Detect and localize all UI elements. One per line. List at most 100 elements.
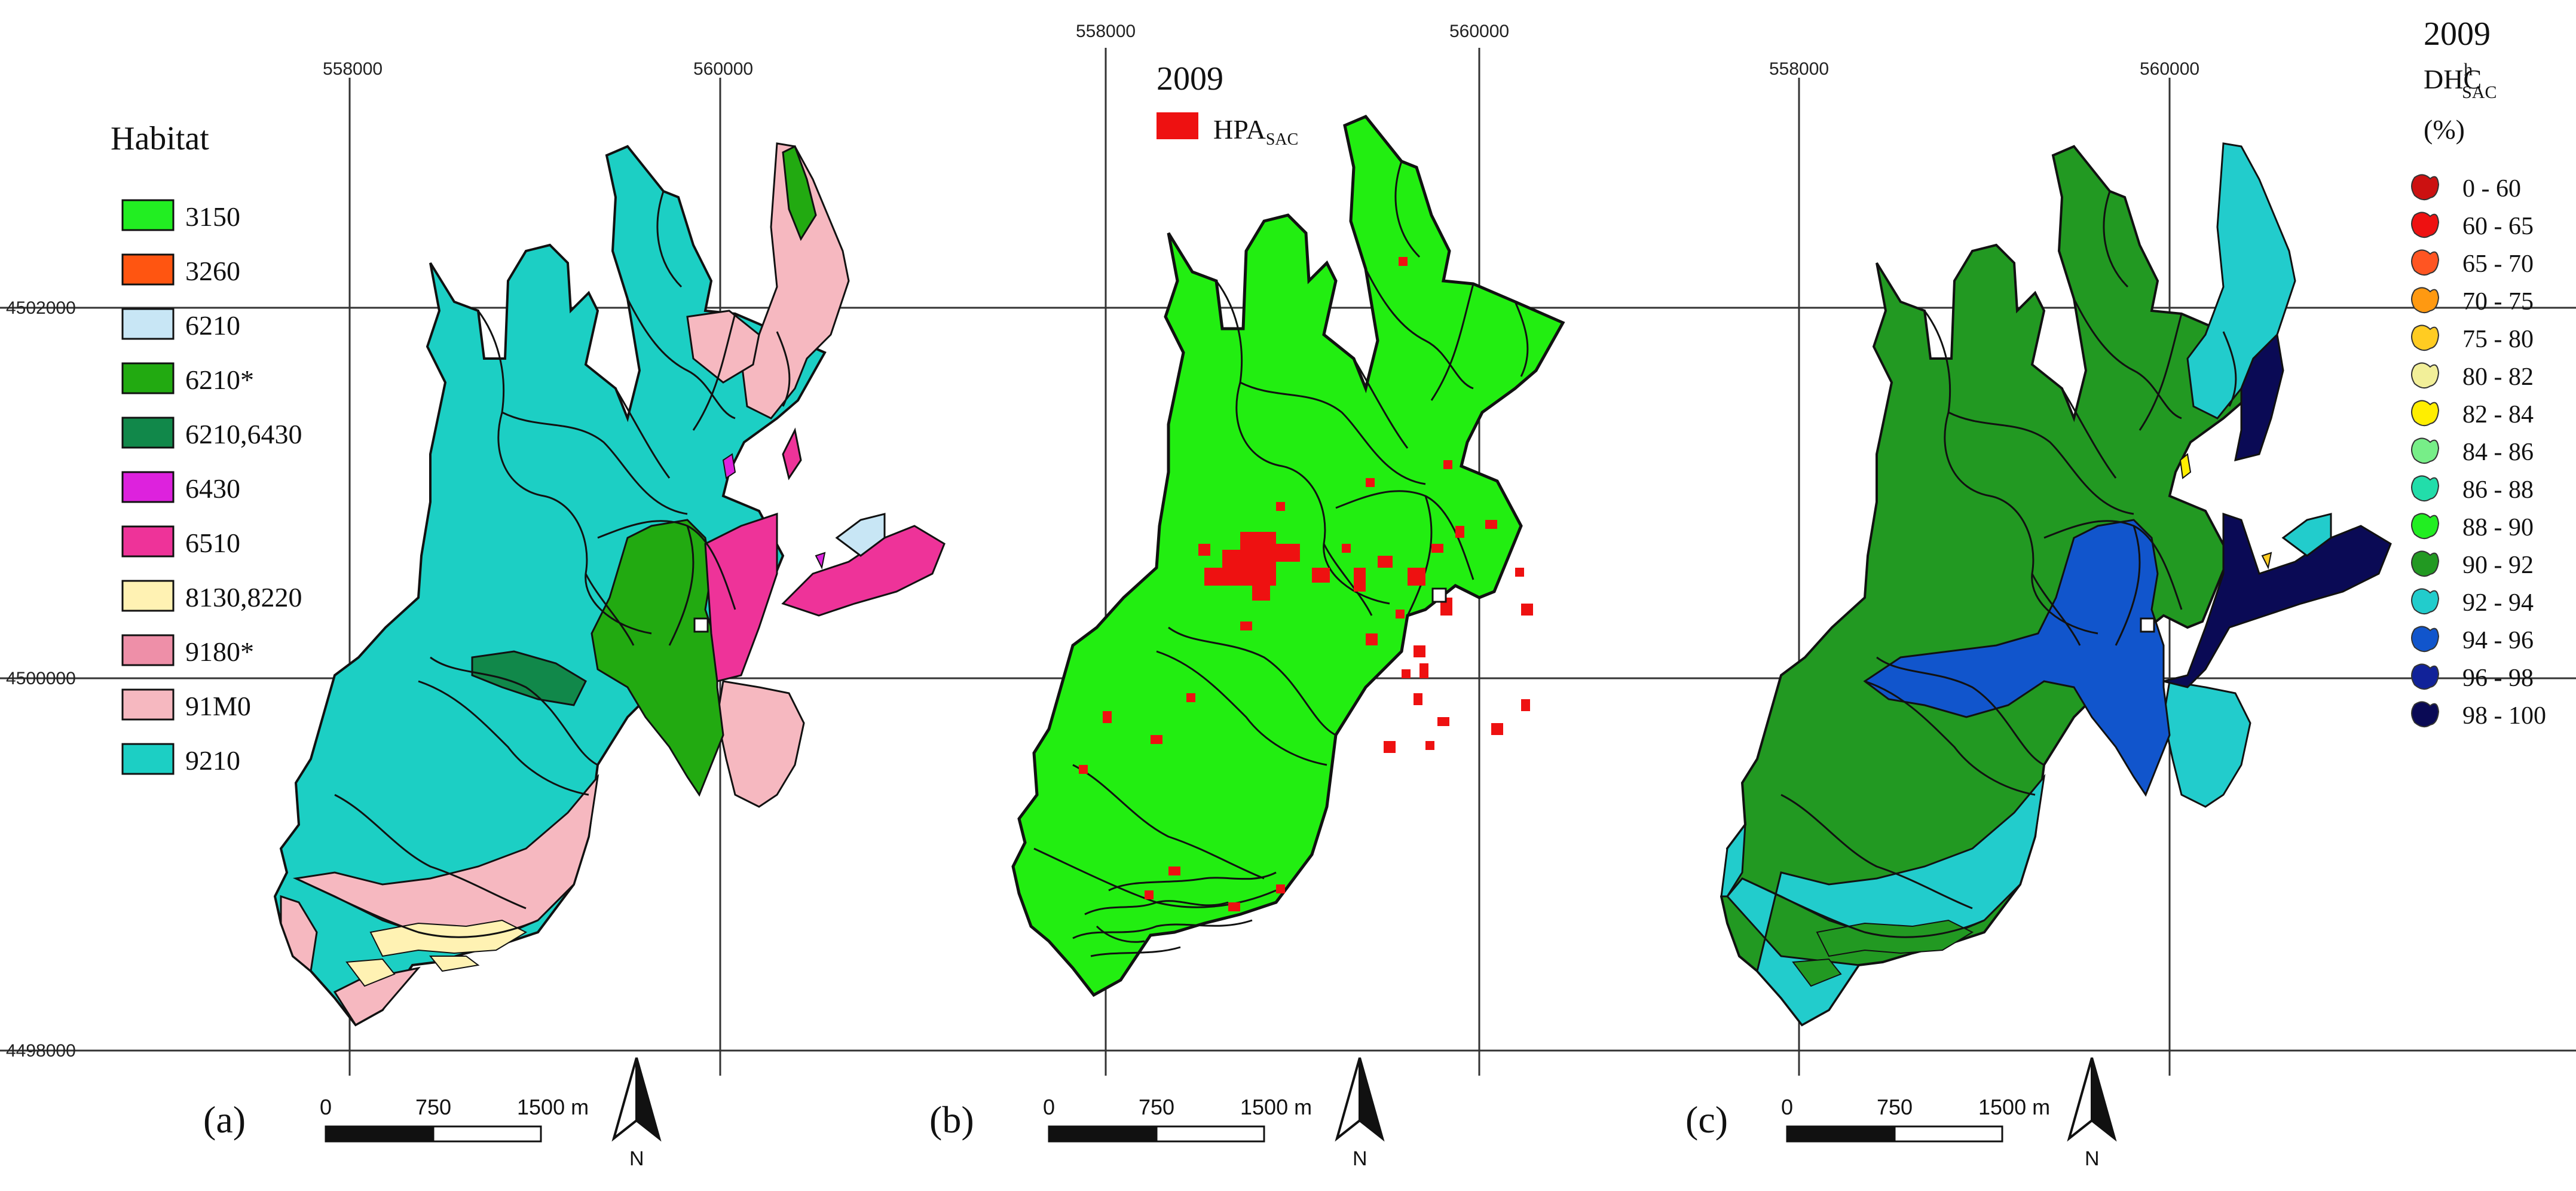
legend-label: 6510 [185, 528, 240, 558]
north-arrow-icon [611, 1057, 638, 1142]
legend-dhc-year: 2009 [2424, 16, 2491, 53]
legend-habitat-items: 3150 3260 6210 6210* 6210,6430 6430 6510 8130,8… [121, 199, 302, 776]
legend-dhc-item: 82 - 84 [2411, 400, 2534, 428]
legend-hpa-label: HPASAC [1213, 114, 1298, 149]
legend-habitat-item: 6210 [121, 308, 240, 341]
legend-swatch [121, 417, 175, 449]
coordinate-labels: 558000 560000 558000 560000 558000 56000… [6, 22, 2199, 1061]
legend-swatch [121, 471, 175, 503]
x-coord-560000-a: 560000 [693, 59, 753, 79]
dhc-94-96-central [1863, 519, 2171, 797]
legend-label: 96 - 98 [2462, 665, 2534, 692]
dhc-92-94-east-small [2281, 513, 2332, 557]
legend-label: 86 - 88 [2462, 476, 2534, 504]
legend-label: 6430 [185, 473, 240, 504]
legend-label: 92 - 94 [2462, 589, 2534, 617]
legend-label: 65 - 70 [2462, 250, 2534, 278]
dhc-75-80-small [2261, 552, 2272, 570]
map-panel-a [274, 142, 946, 1026]
station-marker-c [2140, 617, 2155, 633]
legend-label: 6210 [185, 310, 240, 341]
legend-swatch [2411, 287, 2440, 314]
habitat-6210-6430 [471, 650, 587, 706]
legend-habitat-item: 91M0 [121, 688, 251, 721]
scalebar-white-segment [432, 1125, 542, 1143]
legend-swatch [2411, 212, 2440, 238]
legend-label: 8130,8220 [185, 582, 302, 613]
legend-label: 9180* [185, 636, 254, 667]
north-arrow-c: N [2067, 1057, 2117, 1170]
legend-dhc-title: DHCh SAC [2424, 60, 2497, 102]
habitat-6510-east [781, 525, 946, 617]
legend-dhc-item: 86 - 88 [2411, 475, 2534, 504]
legend-label: 60 - 65 [2462, 213, 2534, 240]
legend-swatch [2411, 663, 2440, 690]
legend-swatch [2411, 475, 2440, 502]
scalebar-white-segment [1893, 1125, 2003, 1143]
legend-dhc-item: 98 - 100 [2411, 701, 2546, 730]
dhc-92-94-west-edge [1720, 822, 1746, 898]
habitat-6210-east [835, 513, 886, 557]
habitat-91m0-neck [686, 310, 760, 384]
legend-dhc-item: 80 - 82 [2411, 362, 2534, 391]
scalebar-white-segment [1155, 1125, 1265, 1143]
legend-swatch [121, 308, 175, 340]
habitat-6510-neck [704, 512, 778, 682]
legend-swatch [2411, 174, 2440, 201]
scalebar-label-1500: 1500 m [517, 1095, 589, 1119]
legend-habitat-item: 6430 [121, 471, 240, 504]
legend-dhc-item: 88 - 90 [2411, 513, 2534, 541]
legend-swatch [2411, 626, 2440, 653]
scalebar-black-segment [325, 1125, 435, 1143]
x-coord-558000-c: 558000 [1769, 59, 1829, 79]
legend-label: 84 - 86 [2462, 439, 2534, 466]
legend-dhc: 2009 DHCh SAC (%) 0 - 60 60 - 65 65 - 70 70 … [2411, 16, 2546, 730]
legend-habitat-item: 3260 [121, 253, 240, 286]
station-marker-b [1431, 587, 1447, 603]
dhc-98-100-east [2163, 512, 2392, 688]
legend-label: 0 - 60 [2462, 175, 2521, 203]
legend-habitat-item: 3150 [121, 199, 240, 232]
legend-label: 75 - 80 [2462, 326, 2534, 353]
x-coord-558000-b: 558000 [1076, 22, 1136, 41]
north-arrow-b: N [1335, 1057, 1385, 1170]
legend-label: 3260 [185, 256, 240, 286]
legend-swatch [121, 362, 175, 394]
habitat-6430-small-2 [815, 552, 826, 570]
legend-hpa: 2009 HPASAC [1157, 60, 1298, 149]
legend-habitat-item: 9210 [121, 743, 240, 776]
legend-swatch [2411, 400, 2440, 427]
panel-label-c: (c) [1685, 1098, 1728, 1141]
hpa-south-patch-outlines [1072, 871, 1277, 957]
legend-label: 98 - 100 [2462, 702, 2546, 730]
scalebar-b: 0 750 1500 m [1043, 1095, 1312, 1143]
legend-label: 82 - 84 [2462, 401, 2534, 428]
north-arrow-icon [1335, 1057, 1361, 1142]
x-coord-558000-a: 558000 [323, 59, 383, 79]
legend-label: 3150 [185, 201, 240, 232]
legend-dhc-item: 92 - 94 [2411, 588, 2534, 617]
legend-habitat-item: 6210,6430 [121, 417, 302, 449]
legend-dhc-item: 60 - 65 [2411, 212, 2534, 240]
hpa-sac-cells [1079, 257, 1533, 911]
north-arrow-a: N [611, 1057, 662, 1170]
legend-swatch [2411, 362, 2440, 389]
legend-habitat-item: 9180* [121, 634, 254, 667]
dhc-92-94-east [2162, 680, 2251, 808]
dhc-82-84-small [2179, 453, 2192, 479]
legend-dhc-item: 96 - 98 [2411, 663, 2534, 692]
habitat-6510-north [782, 427, 802, 480]
north-label: N [2085, 1147, 2100, 1170]
legend-label: 88 - 90 [2462, 514, 2534, 541]
legend-label: 9210 [185, 745, 240, 776]
map-panel-b [1013, 117, 1563, 995]
map-panel-c [1720, 142, 2392, 1026]
panel-label-b: (b) [929, 1098, 974, 1141]
legend-habitat-item: 6210* [121, 362, 254, 395]
x-coord-560000-c: 560000 [2140, 59, 2199, 79]
scalebar-label-750: 750 [1139, 1095, 1174, 1119]
legend-swatch [121, 253, 175, 286]
legend-dhc-item: 70 - 75 [2411, 287, 2534, 316]
legend-label: 6210,6430 [185, 419, 302, 449]
